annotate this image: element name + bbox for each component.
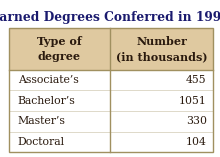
Bar [9, 28, 213, 152]
Text: Type of
degree: Type of degree [37, 36, 82, 62]
Text: Number
(in thousands): Number (in thousands) [116, 36, 207, 62]
Text: Associate’s: Associate’s [18, 75, 78, 85]
Text: 455: 455 [186, 75, 207, 85]
Text: 330: 330 [186, 116, 207, 126]
Text: Earned Degrees Conferred in 1990: Earned Degrees Conferred in 1990 [0, 11, 220, 24]
Text: Master’s: Master’s [18, 116, 66, 126]
Text: 104: 104 [186, 137, 207, 147]
Bar [9, 28, 213, 70]
Text: Doctoral: Doctoral [18, 137, 65, 147]
Text: Bachelor’s: Bachelor’s [18, 96, 75, 106]
Text: 1051: 1051 [179, 96, 207, 106]
